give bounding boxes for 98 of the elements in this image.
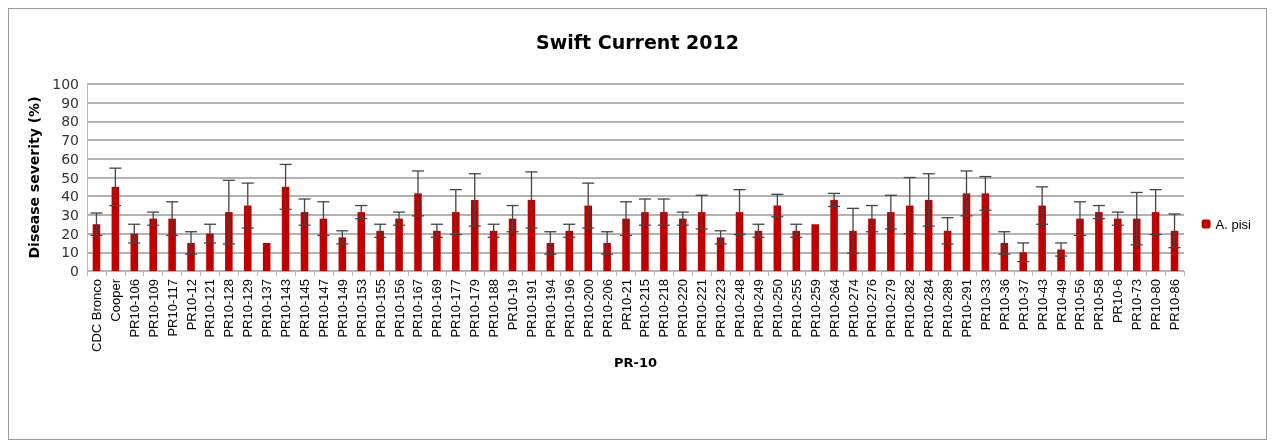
x-tick-label: PR10-49	[1053, 279, 1069, 331]
chart-title: Swift Current 2012	[536, 30, 739, 53]
x-tick-label: PR10-221	[694, 279, 710, 338]
x-tick-label: PR10-179	[467, 279, 483, 338]
x-tick-label: PR10-200	[580, 279, 596, 338]
x-tick-label: PR10-153	[353, 279, 369, 338]
x-tick-label: PR10-80	[1148, 279, 1164, 331]
x-tick-label: PR10-128	[221, 279, 237, 338]
bar	[887, 212, 895, 271]
x-tick-label: PR10-109	[145, 279, 161, 338]
bar	[452, 212, 460, 271]
bar	[243, 205, 252, 271]
x-tick-label: PR10-215	[637, 279, 653, 338]
bar	[395, 218, 403, 271]
bar	[1038, 205, 1046, 271]
x-tick-label: PR10-188	[486, 279, 502, 338]
bar	[433, 230, 441, 271]
x-tick-label: PR10-86	[1167, 279, 1183, 331]
bar	[868, 218, 876, 271]
x-tick-label: PR10-21	[618, 279, 634, 331]
bar	[149, 218, 157, 271]
x-tick-label: PR10-279	[883, 279, 899, 338]
x-tick-label: PR10-264	[826, 279, 842, 338]
x-tick-label: PR10-155	[372, 279, 388, 338]
bar	[414, 193, 422, 271]
x-tick-label: PR10-137	[259, 279, 275, 338]
y-tick-label: 50	[61, 169, 79, 186]
x-tick-label: PR10-56	[1072, 279, 1088, 331]
x-tick-label: PR10-147	[315, 279, 331, 338]
x-tick-label: PR10-149	[334, 279, 350, 338]
x-tick-label: PR10-249	[750, 279, 766, 338]
x-tick-label: PR10-129	[240, 279, 256, 338]
y-tick-label: 80	[61, 113, 79, 130]
x-tick-label: PR10-191	[523, 279, 539, 338]
bar	[641, 212, 649, 271]
x-tick-label: PR10-73	[1129, 279, 1145, 331]
x-tick-label: PR10-143	[278, 279, 294, 338]
x-axis-title: PR-10	[613, 354, 658, 370]
bar	[1095, 212, 1103, 271]
y-tick-label: 30	[61, 206, 79, 223]
bar	[357, 212, 366, 271]
y-tick-label: 60	[61, 150, 79, 167]
x-tick-label: PR10-12	[183, 279, 199, 331]
x-tick-label: PR10-33	[977, 279, 993, 331]
bar	[1076, 218, 1084, 271]
x-tick-label: PR10-43	[1034, 279, 1050, 331]
x-tick-label: PR10-248	[732, 279, 748, 338]
x-tick-label: Cooper	[107, 278, 123, 322]
bar	[376, 230, 384, 271]
x-tick-label: PR10-289	[940, 279, 956, 338]
x-tick-label: PR10-19	[505, 279, 521, 331]
y-tick-label: 70	[61, 132, 79, 149]
y-tick-label: 0	[70, 263, 79, 279]
bar	[830, 199, 838, 271]
y-tick-label: 20	[61, 225, 79, 242]
x-tick-label: PR10-194	[542, 279, 558, 338]
x-tick-label: PR10-291	[958, 279, 974, 338]
x-tick-label: PR10-284	[921, 279, 937, 338]
bar	[1114, 218, 1122, 271]
bar	[470, 199, 479, 271]
x-tick-label: PR10-117	[164, 279, 180, 337]
bar	[262, 242, 271, 271]
x-tick-label: PR10-259	[807, 279, 823, 338]
x-tick-label: PR10-36	[996, 279, 1012, 331]
x-tick-label: PR10-156	[391, 279, 407, 338]
bar	[660, 212, 668, 271]
y-tick-label: 100	[52, 76, 79, 92]
x-tick-label: PR10-6	[1110, 279, 1126, 324]
x-tick-label: PR10-37	[1015, 279, 1031, 331]
x-tick-label: PR10-255	[788, 279, 804, 338]
x-tick-label: PR10-276	[864, 279, 880, 338]
y-tick-label: 10	[61, 244, 79, 261]
x-tick-label: PR10-223	[713, 279, 729, 338]
x-tick-label: PR10-58	[1091, 279, 1107, 331]
x-tick-label: PR10-169	[429, 279, 445, 338]
y-tick-label: 40	[61, 188, 79, 205]
x-tick-label: PR10-250	[769, 279, 785, 338]
bar	[811, 224, 819, 271]
x-tick-label: PR10-177	[448, 279, 464, 338]
x-tick-label: PR10-106	[126, 279, 142, 338]
bar	[679, 218, 687, 271]
x-tick-label: PR10-274	[845, 279, 861, 338]
y-tick-label: 90	[61, 94, 79, 111]
x-tick-label: PR10-282	[902, 279, 918, 338]
x-tick-label: PR10-206	[599, 279, 615, 338]
x-tick-label: PR10-218	[656, 279, 672, 338]
x-tick-label: PR10-196	[561, 279, 577, 338]
bar	[792, 230, 801, 271]
x-tick-label: CDC Bronco	[88, 279, 104, 352]
legend-label: A. pisi	[1215, 216, 1252, 232]
x-tick-label: PR10-121	[202, 279, 218, 338]
bar	[905, 205, 914, 271]
y-axis-title: Disease severity (%)	[26, 96, 43, 259]
x-tick-label: PR10-220	[675, 279, 691, 338]
x-tick-label: PR10-167	[410, 279, 426, 338]
bar	[168, 218, 176, 271]
x-tick-label: PR10-145	[297, 279, 313, 338]
bar	[584, 205, 592, 271]
